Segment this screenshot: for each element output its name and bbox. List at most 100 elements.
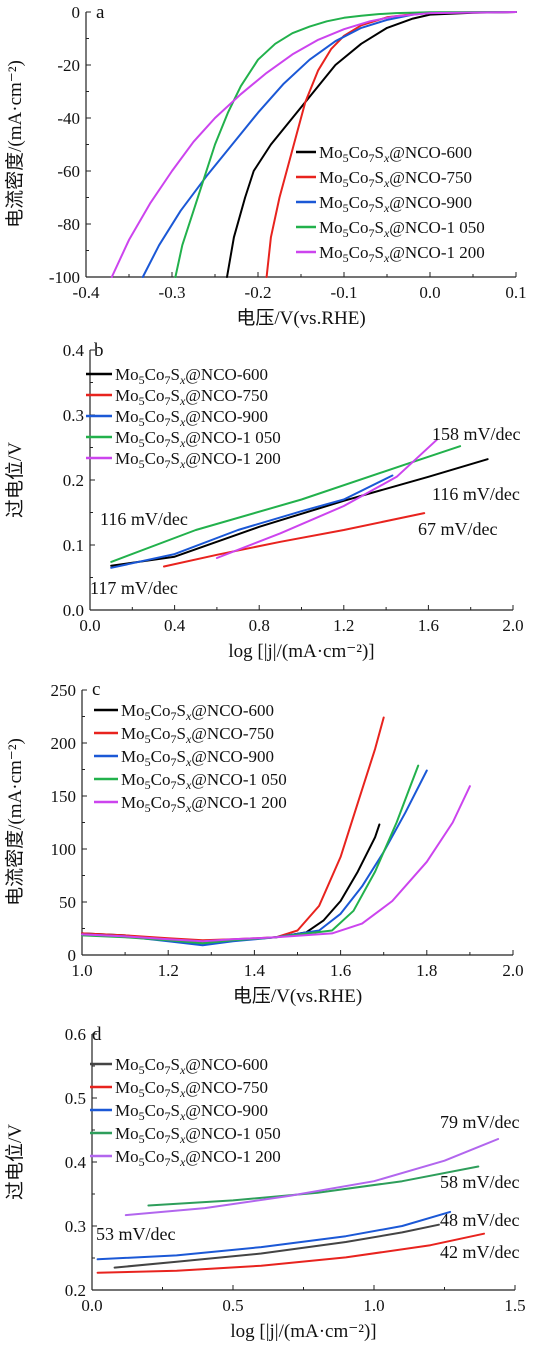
panel-d-series-line-1 xyxy=(96,1232,485,1274)
panel-a-legend-label-0: Mo5Co7Sx@NCO-600 xyxy=(319,143,472,165)
panel-d-series-line-4 xyxy=(124,1138,500,1217)
panel-a-x-tick-label-4: 0.0 xyxy=(419,283,440,302)
panel-d-x-tick-label-2: 1.0 xyxy=(363,1296,384,1315)
panel-c-series-line-4 xyxy=(81,785,471,943)
panel-b-series-line-2 xyxy=(110,474,394,569)
panel-d-slope-annotation-0: 79 mV/dec xyxy=(440,1112,519,1132)
panel-b-x-tick-label-0: 0.0 xyxy=(79,616,100,635)
panel-a-x-tick-label-1: -0.3 xyxy=(159,283,186,302)
panel-a-series-line-0 xyxy=(226,11,517,278)
panel-d-x-tick-label-0: 0.0 xyxy=(81,1296,102,1315)
panel-a-legend-label-3: Mo5Co7Sx@NCO-1 050 xyxy=(319,218,485,240)
panel-c-legend-label-0: Mo5Co7Sx@NCO-600 xyxy=(121,701,274,723)
panel-d: 0.0 0.5 1.0 1.5 0.2 0.3 0.4 0.5 0.6 d log [|j|/(mA… xyxy=(4,1024,526,1342)
panel-d-y-tick-label-1: 0.3 xyxy=(65,1217,86,1236)
panel-d-y-tick-label-3: 0.5 xyxy=(65,1089,86,1108)
panel-d-x-tick-label-1: 0.5 xyxy=(222,1296,243,1315)
panel-d-slope-annotation-4: 53 mV/dec xyxy=(96,1224,175,1244)
panel-c-y-axis-label: 电流密度/(mA·cm⁻²) xyxy=(4,738,26,906)
panel-c-series-line-0 xyxy=(81,823,381,945)
panel-b-series-line-3 xyxy=(110,445,462,563)
panel-c-x-tick-label-2: 1.4 xyxy=(244,961,266,980)
panel-c-legend-label-2: Mo5Co7Sx@NCO-900 xyxy=(121,747,274,769)
panel-c-y-tick-label-1: 50 xyxy=(59,893,76,912)
panel-b-series-line-4 xyxy=(215,438,438,559)
panel-d-series-line-2 xyxy=(96,1210,452,1261)
panel-b-legend-label-0: Mo5Co7Sx@NCO-600 xyxy=(115,365,268,387)
panel-a-series-line-3 xyxy=(174,11,517,278)
panel-b-y-tick-label-4: 0.4 xyxy=(63,341,85,360)
panel-b-x-axis-label: log [|j|/(mA·cm⁻²)] xyxy=(228,641,374,662)
panel-b-legend: Mo5Co7Sx@NCO-600Mo5Co7Sx@NCO-750Mo5Co7Sx… xyxy=(86,365,281,471)
panel-d-y-tick-label-0: 0.2 xyxy=(65,1281,86,1300)
panel-a-legend-label-4: Mo5Co7Sx@NCO-1 200 xyxy=(319,243,485,265)
panel-a-letter: a xyxy=(96,2,105,23)
panel-c-x-tick-label-4: 1.8 xyxy=(416,961,437,980)
panel-a-y-tick-label-0: -100 xyxy=(49,268,80,287)
panel-b-x-tick-label-1: 0.4 xyxy=(164,616,186,635)
panel-a-y-tick-label-5: 0 xyxy=(72,3,81,22)
panel-b-legend-label-4: Mo5Co7Sx@NCO-1 200 xyxy=(115,449,281,471)
panel-b-x-tick-label-3: 1.2 xyxy=(333,616,354,635)
panel-d-y-tick-label-2: 0.4 xyxy=(65,1153,87,1172)
panel-b: 0.0 0.4 0.8 1.2 1.6 2.0 0.0 0.1 0.2 0.3 0.4 b log [|… xyxy=(4,340,524,662)
panel-c-y-tick-label-0: 0 xyxy=(68,946,77,965)
panel-a-x-tick-label-0: -0.4 xyxy=(73,283,100,302)
panel-c-legend-label-1: Mo5Co7Sx@NCO-750 xyxy=(121,724,274,746)
panel-b-letter: b xyxy=(94,340,104,361)
panel-c-legend-label-3: Mo5Co7Sx@NCO-1 050 xyxy=(121,770,287,792)
panel-b-legend-label-3: Mo5Co7Sx@NCO-1 050 xyxy=(115,428,281,450)
panel-b-y-tick-label-0: 0.0 xyxy=(63,601,84,620)
panel-a-y-tick-label-2: -60 xyxy=(57,162,80,181)
panel-c-x-tick-label-5: 2.0 xyxy=(502,961,523,980)
panel-c-legend: Mo5Co7Sx@NCO-600Mo5Co7Sx@NCO-750Mo5Co7Sx… xyxy=(94,701,287,815)
panel-d-y-axis-label: 过电位/V xyxy=(4,1124,26,1200)
panel-b-y-tick-label-3: 0.3 xyxy=(63,406,84,425)
panel-b-slope-annotation-2: 116 mV/dec xyxy=(100,509,188,529)
panel-c: 1.0 1.2 1.4 1.6 1.8 2.0 0 50 100 150 200 250 c 电压/V(v… xyxy=(4,679,524,1007)
panel-d-legend-label-3: Mo5Co7Sx@NCO-1 050 xyxy=(115,1124,281,1146)
panel-c-x-axis-label: 电压/V(vs.RHE) xyxy=(233,985,362,1007)
panel-a-legend-label-1: Mo5Co7Sx@NCO-750 xyxy=(319,168,472,190)
panel-d-x-axis-label: log [|j|/(mA·cm⁻²)] xyxy=(230,1321,376,1342)
panel-a: -0.4 -0.3 -0.2 -0.1 0.0 0.1 -100 -80 -60 -40 -20 0 a… xyxy=(4,2,527,329)
panel-d-series-line-3 xyxy=(147,1165,480,1207)
panel-d-slope-annotation-1: 58 mV/dec xyxy=(440,1172,519,1192)
panel-a-y-tick-label-3: -40 xyxy=(57,109,80,128)
panel-b-legend-label-1: Mo5Co7Sx@NCO-750 xyxy=(115,386,268,408)
panel-d-y-tick-label-4: 0.6 xyxy=(65,1025,86,1044)
panel-c-legend-label-4: Mo5Co7Sx@NCO-1 200 xyxy=(121,793,287,815)
panel-d-slope-annotation-3: 42 mV/dec xyxy=(440,1242,519,1262)
panel-d-x-tick-label-3: 1.5 xyxy=(504,1296,525,1315)
panel-b-y-tick-label-1: 0.1 xyxy=(63,536,84,555)
panel-b-slope-annotation-3: 67 mV/dec xyxy=(418,519,497,539)
panel-b-slope-annotation-1: 116 mV/dec xyxy=(432,484,520,504)
panel-c-y-tick-label-2: 100 xyxy=(51,840,77,859)
panel-c-y-tick-label-4: 200 xyxy=(51,734,77,753)
panel-a-y-tick-label-1: -80 xyxy=(57,215,80,234)
panel-c-y-tick-label-3: 150 xyxy=(51,787,77,806)
panel-a-x-tick-label-3: -0.1 xyxy=(331,283,358,302)
panel-d-legend-label-1: Mo5Co7Sx@NCO-750 xyxy=(115,1078,268,1100)
panel-b-series-line-0 xyxy=(110,458,489,567)
panel-c-letter: c xyxy=(92,679,100,700)
panel-b-x-tick-label-2: 0.8 xyxy=(249,616,270,635)
panel-b-legend-label-2: Mo5Co7Sx@NCO-900 xyxy=(115,407,268,429)
panel-a-y-tick-label-4: -20 xyxy=(57,56,80,75)
panel-a-x-tick-label-2: -0.2 xyxy=(245,283,272,302)
panel-b-x-tick-label-4: 1.6 xyxy=(418,616,439,635)
panel-a-x-axis-label: 电压/V(vs.RHE) xyxy=(236,307,365,329)
panel-c-x-tick-label-0: 1.0 xyxy=(71,961,92,980)
panel-d-legend-label-0: Mo5Co7Sx@NCO-600 xyxy=(115,1055,268,1077)
panel-a-x-tick-label-5: 0.1 xyxy=(505,283,526,302)
panel-a-series-line-4 xyxy=(110,11,517,278)
panel-c-x-tick-label-3: 1.6 xyxy=(330,961,351,980)
panel-b-slope-annotation-4: 117 mV/dec xyxy=(90,578,178,598)
panel-b-y-tick-label-2: 0.2 xyxy=(63,471,84,490)
panel-d-slope-annotation-2: 48 mV/dec xyxy=(440,1210,519,1230)
panel-b-series-line-1 xyxy=(163,512,426,568)
panel-d-legend-label-4: Mo5Co7Sx@NCO-1 200 xyxy=(115,1147,281,1169)
panel-c-y-tick-label-5: 250 xyxy=(51,681,77,700)
